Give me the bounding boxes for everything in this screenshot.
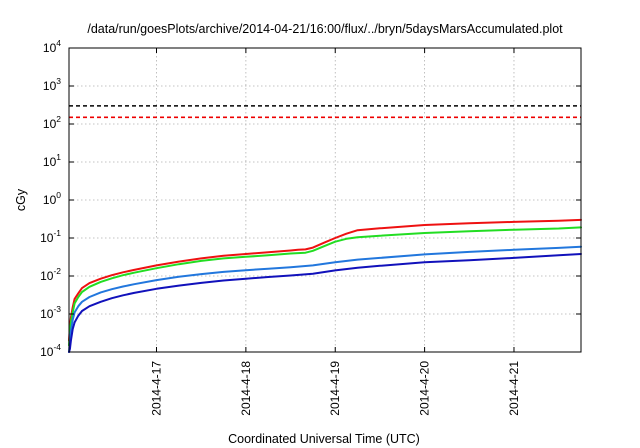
- x-tick-label: 2014-4-18: [239, 361, 253, 416]
- chart-title: /data/run/goesPlots/archive/2014-04-21/1…: [87, 22, 563, 36]
- x-tick-label: 2014-4-17: [150, 361, 164, 416]
- y-axis: 10-4 10-3 10-2 10-1 100 101 102 103 104: [40, 38, 581, 359]
- y-axis-label: cGy: [14, 188, 28, 211]
- y-tick-label: 10-1: [40, 228, 61, 245]
- series-line: [68, 253, 582, 353]
- x-tick-label: 2014-4-21: [507, 361, 521, 416]
- series-line: [68, 226, 582, 347]
- y-tick-label: 10-3: [40, 304, 61, 321]
- y-tick-label: 10-4: [40, 342, 61, 359]
- x-tick-label: 2014-4-20: [418, 361, 432, 416]
- series-line: [68, 218, 582, 342]
- x-axis: 2014-4-17 2014-4-18 2014-4-19 2014-4-20 2014…: [150, 48, 521, 416]
- grid: [69, 48, 581, 352]
- y-tick-label: 103: [43, 76, 61, 93]
- x-axis-label: Coordinated Universal Time (UTC): [228, 432, 420, 446]
- y-tick-label: 101: [43, 152, 61, 169]
- y-tick-label: 102: [43, 114, 61, 131]
- reference-lines: [69, 105, 581, 119]
- x-tick-label: 2014-4-19: [328, 361, 342, 416]
- y-tick-label: 100: [43, 190, 61, 207]
- y-tick-label: 10-2: [40, 266, 61, 283]
- y-tick-label: 104: [43, 38, 61, 55]
- series-line: [68, 245, 582, 353]
- series-lines: [68, 218, 582, 353]
